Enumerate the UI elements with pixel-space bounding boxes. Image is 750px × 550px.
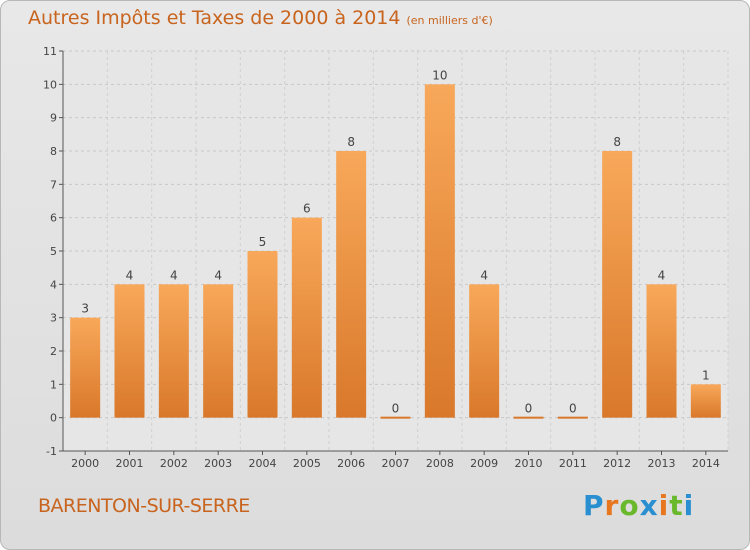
bar bbox=[203, 284, 234, 418]
bar-value-label: 3 bbox=[81, 302, 89, 316]
proxiti-logo: Proxiti bbox=[583, 489, 694, 522]
bar bbox=[424, 84, 455, 418]
y-tick-label: 7 bbox=[50, 178, 57, 191]
logo-letter: x bbox=[639, 489, 659, 522]
y-tick-label: 0 bbox=[50, 412, 57, 425]
bar-value-label: 4 bbox=[214, 268, 222, 282]
bar bbox=[602, 151, 633, 418]
chart-subtitle: (en milliers d'€) bbox=[406, 14, 493, 27]
bar-value-label: 8 bbox=[613, 135, 621, 149]
bar bbox=[114, 284, 145, 418]
logo-letter: r bbox=[604, 489, 620, 522]
bar-value-label: 4 bbox=[126, 268, 134, 282]
bar-value-label: 0 bbox=[569, 402, 577, 416]
x-tick-label: 2013 bbox=[648, 457, 676, 470]
bar bbox=[70, 317, 101, 418]
x-tick-label: 2006 bbox=[337, 457, 365, 470]
x-tick-label: 2012 bbox=[603, 457, 631, 470]
x-tick-label: 2003 bbox=[204, 457, 232, 470]
x-tick-label: 2008 bbox=[426, 457, 454, 470]
bar-value-label: 6 bbox=[303, 202, 311, 216]
logo-letter: P bbox=[583, 489, 605, 522]
x-tick-label: 2007 bbox=[382, 457, 410, 470]
y-tick-label: 10 bbox=[43, 78, 57, 91]
bar-value-label: 4 bbox=[658, 268, 666, 282]
x-tick-label: 2005 bbox=[293, 457, 321, 470]
x-tick-label: 2011 bbox=[559, 457, 587, 470]
chart-title: Autres Impôts et Taxes de 2000 à 2014 (en… bbox=[28, 7, 493, 29]
bar bbox=[380, 416, 411, 419]
bar bbox=[291, 217, 322, 418]
logo-letter: t bbox=[669, 489, 684, 522]
bar bbox=[158, 284, 189, 418]
bar-value-label: 10 bbox=[432, 68, 447, 82]
bar-value-label: 1 bbox=[702, 368, 710, 382]
bar-value-label: 0 bbox=[392, 402, 400, 416]
y-tick-label: 4 bbox=[50, 278, 57, 291]
logo-letter: i bbox=[658, 489, 670, 522]
y-tick-label: 2 bbox=[50, 345, 57, 358]
y-tick-label: 5 bbox=[50, 245, 57, 258]
bar bbox=[557, 416, 588, 419]
x-tick-label: 2002 bbox=[160, 457, 188, 470]
bar bbox=[690, 384, 721, 418]
x-tick-label: 2014 bbox=[692, 457, 720, 470]
bar-value-label: 4 bbox=[170, 268, 178, 282]
bar bbox=[336, 151, 367, 418]
bar-value-label: 4 bbox=[480, 268, 488, 282]
bar-value-label: 5 bbox=[259, 235, 267, 249]
y-tick-label: 9 bbox=[50, 112, 57, 125]
bar bbox=[646, 284, 677, 418]
logo-letter: o bbox=[619, 489, 640, 522]
bar-value-label: 8 bbox=[347, 135, 355, 149]
commune-name: BARENTON-SUR-SERRE bbox=[38, 495, 250, 517]
y-tick-label: 1 bbox=[50, 378, 57, 391]
chart-title-text: Autres Impôts et Taxes de 2000 à 2014 bbox=[28, 7, 401, 29]
y-tick-label: 8 bbox=[50, 145, 57, 158]
y-tick-label: 3 bbox=[50, 312, 57, 325]
bar bbox=[513, 416, 544, 419]
bar bbox=[469, 284, 500, 418]
x-tick-label: 2009 bbox=[470, 457, 498, 470]
x-tick-label: 2010 bbox=[515, 457, 543, 470]
logo-letter: i bbox=[683, 489, 695, 522]
x-tick-label: 2001 bbox=[116, 457, 144, 470]
y-tick-label: 6 bbox=[50, 212, 57, 225]
bar-value-label: 0 bbox=[525, 402, 533, 416]
bar bbox=[247, 251, 278, 418]
y-tick-label: 11 bbox=[43, 45, 57, 58]
x-tick-label: 2000 bbox=[71, 457, 99, 470]
x-tick-label: 2004 bbox=[249, 457, 277, 470]
y-tick-label: -1 bbox=[46, 445, 57, 458]
